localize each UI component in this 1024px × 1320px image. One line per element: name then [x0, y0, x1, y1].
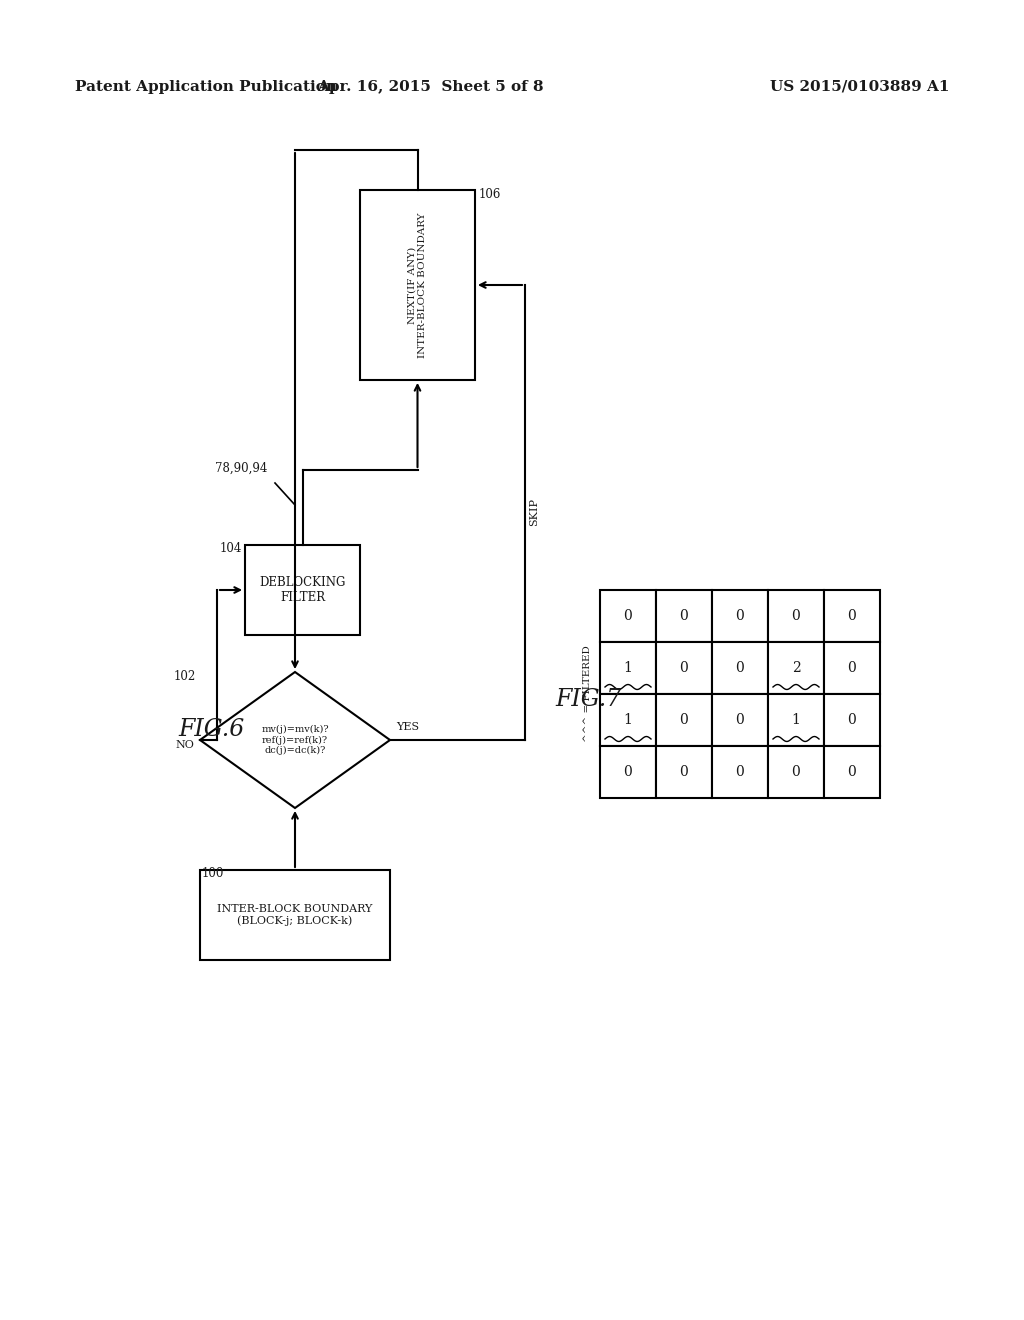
- Text: Patent Application Publication: Patent Application Publication: [75, 81, 337, 94]
- Text: 0: 0: [848, 713, 856, 727]
- Polygon shape: [200, 672, 390, 808]
- Text: 0: 0: [735, 609, 744, 623]
- Bar: [656, 694, 712, 746]
- Text: Apr. 16, 2015  Sheet 5 of 8: Apr. 16, 2015 Sheet 5 of 8: [316, 81, 544, 94]
- Text: 0: 0: [792, 609, 801, 623]
- Text: NO: NO: [175, 741, 194, 750]
- Text: 0: 0: [848, 609, 856, 623]
- Text: 1: 1: [624, 713, 633, 727]
- Bar: [712, 694, 768, 746]
- Text: 1: 1: [624, 661, 633, 675]
- Bar: [824, 642, 880, 694]
- Text: 0: 0: [735, 766, 744, 779]
- Text: 0: 0: [680, 661, 688, 675]
- Text: 0: 0: [848, 766, 856, 779]
- Text: ^^^ = FILTERED: ^^^ = FILTERED: [583, 645, 592, 742]
- Bar: [712, 746, 768, 799]
- Text: 104: 104: [219, 543, 242, 554]
- Text: 0: 0: [792, 766, 801, 779]
- Bar: [656, 746, 712, 799]
- Text: INTER-BLOCK BOUNDARY
(BLOCK-j; BLOCK-k): INTER-BLOCK BOUNDARY (BLOCK-j; BLOCK-k): [217, 904, 373, 927]
- Bar: [824, 694, 880, 746]
- Text: YES: YES: [396, 722, 419, 733]
- Bar: [712, 590, 768, 642]
- Text: NEXT(IF ANY)
INTER-BLOCK BOUNDARY: NEXT(IF ANY) INTER-BLOCK BOUNDARY: [408, 213, 427, 358]
- Text: 78,90,94: 78,90,94: [215, 462, 267, 474]
- Text: 0: 0: [680, 713, 688, 727]
- Bar: [245, 545, 360, 635]
- Text: 1: 1: [792, 713, 801, 727]
- Bar: [712, 642, 768, 694]
- Text: FIG.6: FIG.6: [178, 718, 245, 742]
- Bar: [600, 590, 656, 642]
- Text: 0: 0: [624, 609, 633, 623]
- Bar: [656, 590, 712, 642]
- Text: 2: 2: [792, 661, 801, 675]
- Text: 0: 0: [680, 609, 688, 623]
- Bar: [600, 642, 656, 694]
- Text: 0: 0: [680, 766, 688, 779]
- Text: US 2015/0103889 A1: US 2015/0103889 A1: [770, 81, 950, 94]
- Bar: [768, 590, 824, 642]
- Text: 0: 0: [735, 713, 744, 727]
- Bar: [200, 870, 390, 960]
- Text: 106: 106: [479, 187, 502, 201]
- Text: 102: 102: [174, 671, 196, 682]
- Text: SKIP: SKIP: [529, 499, 539, 527]
- Text: 0: 0: [735, 661, 744, 675]
- Text: DEBLOCKING
FILTER: DEBLOCKING FILTER: [259, 576, 346, 605]
- Text: FIG.7: FIG.7: [555, 689, 622, 711]
- Bar: [600, 746, 656, 799]
- Bar: [768, 694, 824, 746]
- Bar: [656, 642, 712, 694]
- Bar: [600, 694, 656, 746]
- Text: 0: 0: [624, 766, 633, 779]
- Text: mv(j)=mv(k)?
ref(j)=ref(k)?
dc(j)=dc(k)?: mv(j)=mv(k)? ref(j)=ref(k)? dc(j)=dc(k)?: [261, 725, 329, 755]
- Bar: [768, 642, 824, 694]
- Bar: [824, 746, 880, 799]
- Bar: [360, 190, 475, 380]
- Bar: [768, 746, 824, 799]
- Text: 100: 100: [202, 867, 224, 880]
- Bar: [824, 590, 880, 642]
- Text: 0: 0: [848, 661, 856, 675]
